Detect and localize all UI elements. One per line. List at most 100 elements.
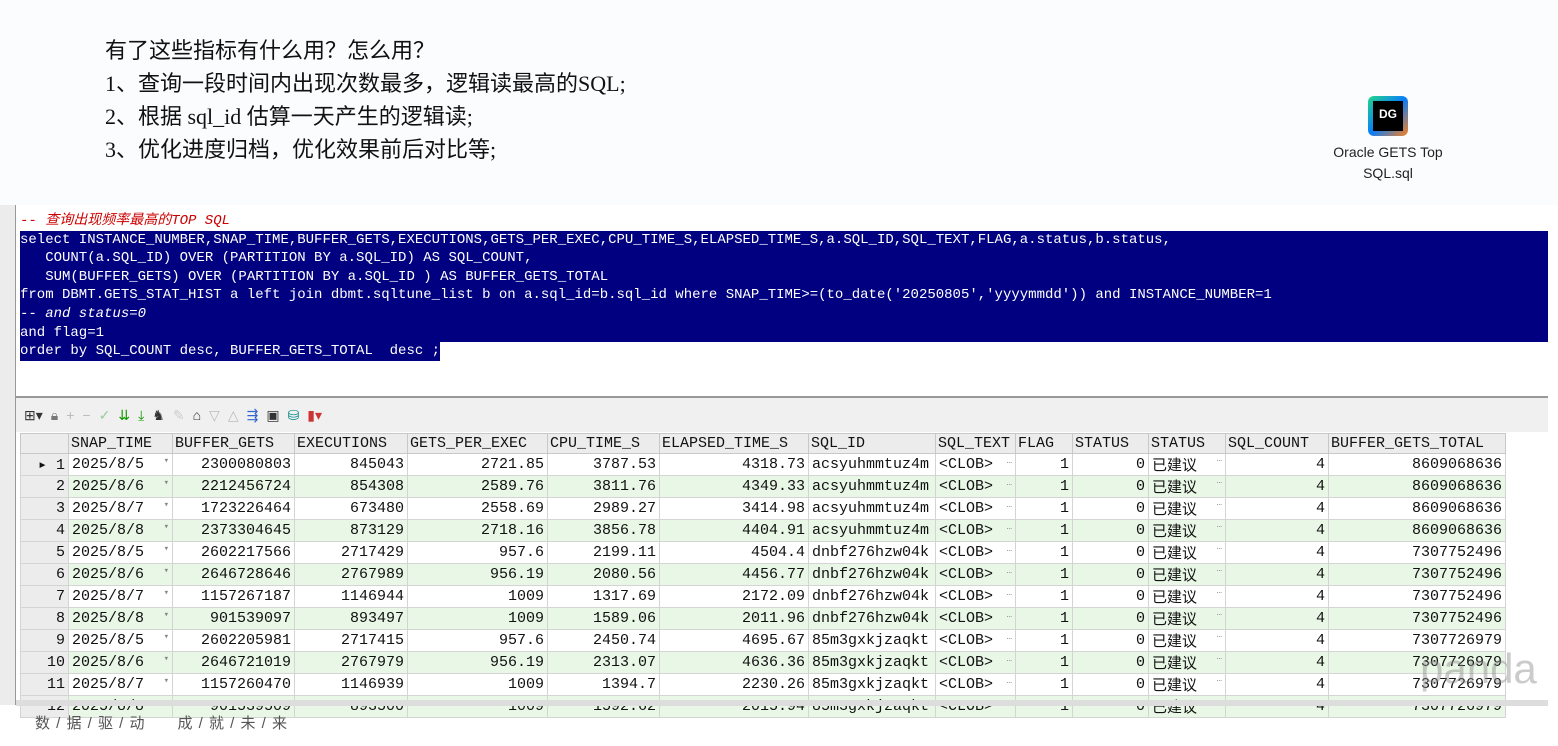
- row-number[interactable]: ▸ 1: [20, 453, 69, 476]
- cell[interactable]: 0: [1072, 453, 1149, 476]
- cell[interactable]: 957.6: [407, 541, 548, 564]
- cell[interactable]: 7307726979: [1328, 651, 1506, 674]
- column-header[interactable]: STATUS: [1072, 433, 1149, 454]
- cell[interactable]: 4: [1225, 475, 1329, 498]
- column-header[interactable]: CPU_TIME_S: [547, 433, 660, 454]
- cell[interactable]: 4636.36: [659, 651, 809, 674]
- sql-code[interactable]: -- 查询出现频率最高的TOP SQL select INSTANCE_NUMB…: [20, 212, 1548, 361]
- cell[interactable]: 2025/8/7 ▾: [68, 585, 173, 608]
- cell[interactable]: <CLOB>…: [935, 475, 1016, 498]
- ellipsis-icon[interactable]: …: [1006, 588, 1012, 598]
- cell[interactable]: 1009: [407, 585, 548, 608]
- ellipsis-icon[interactable]: …: [1216, 498, 1222, 508]
- ellipsis-icon[interactable]: …: [1006, 676, 1012, 686]
- cell[interactable]: 2025/8/7 ▾: [68, 673, 173, 696]
- table-row[interactable]: 9 2025/8/5 ▾ 2602205981 2717415 957.6 2450.74 4…: [20, 629, 1506, 652]
- cell[interactable]: 已建议…: [1148, 497, 1226, 520]
- cell[interactable]: 1: [1015, 651, 1073, 674]
- cell[interactable]: 854308: [294, 475, 408, 498]
- cell[interactable]: <CLOB>…: [935, 695, 1016, 718]
- cell[interactable]: <CLOB>…: [935, 541, 1016, 564]
- cell[interactable]: 2450.74: [547, 629, 660, 652]
- cell[interactable]: 2212456724: [172, 475, 295, 498]
- cell[interactable]: 3811.76: [547, 475, 660, 498]
- cell[interactable]: 1: [1015, 673, 1073, 696]
- cell[interactable]: 0: [1072, 673, 1149, 696]
- cell[interactable]: 1: [1015, 695, 1073, 718]
- cell[interactable]: 1: [1015, 497, 1073, 520]
- row-number[interactable]: 6: [20, 563, 69, 586]
- delete-row-icon[interactable]: −: [82, 407, 91, 423]
- cell[interactable]: 4: [1225, 651, 1329, 674]
- cell[interactable]: 2025/8/8 ▾: [68, 519, 173, 542]
- cell[interactable]: 4404.91: [659, 519, 809, 542]
- cell[interactable]: 2025/8/6 ▾: [68, 475, 173, 498]
- ellipsis-icon[interactable]: …: [1006, 456, 1012, 466]
- cell[interactable]: 2717429: [294, 541, 408, 564]
- table-row[interactable]: 3 2025/8/7 ▾ 1723226464 673480 2558.69 2989.27…: [20, 497, 1506, 520]
- cell[interactable]: 2313.07: [547, 651, 660, 674]
- cell[interactable]: 0: [1072, 541, 1149, 564]
- column-header[interactable]: ELAPSED_TIME_S: [659, 433, 809, 454]
- cell[interactable]: 4: [1225, 541, 1329, 564]
- cell[interactable]: 2602217566: [172, 541, 295, 564]
- cell[interactable]: <CLOB>…: [935, 563, 1016, 586]
- row-number[interactable]: 4: [20, 519, 69, 542]
- cell[interactable]: 1: [1015, 629, 1073, 652]
- cell[interactable]: 1157267187: [172, 585, 295, 608]
- ellipsis-icon[interactable]: …: [1006, 566, 1012, 576]
- cell[interactable]: 893500: [294, 695, 408, 718]
- cell[interactable]: 0: [1072, 475, 1149, 498]
- post-icon[interactable]: ✓: [98, 406, 111, 423]
- cell[interactable]: 2646721019: [172, 651, 295, 674]
- column-header[interactable]: FLAG: [1015, 433, 1073, 454]
- cell[interactable]: dnbf276hzw04k: [808, 541, 936, 564]
- table-row[interactable]: 11 2025/8/7 ▾ 1157260470 1146939 1009 1394.7 22…: [20, 673, 1506, 696]
- ellipsis-icon[interactable]: …: [1216, 652, 1222, 662]
- cell[interactable]: 已建议…: [1148, 673, 1226, 696]
- cell[interactable]: 已建议…: [1148, 541, 1226, 564]
- cell[interactable]: <CLOB>…: [935, 453, 1016, 476]
- date-picker-icon[interactable]: ▾: [163, 500, 169, 510]
- cell[interactable]: 已建议…: [1148, 453, 1226, 476]
- ellipsis-icon[interactable]: …: [1006, 632, 1012, 642]
- table-row[interactable]: 7 2025/8/7 ▾ 1157267187 1146944 1009 1317.69 21…: [20, 585, 1506, 608]
- cell[interactable]: 2767989: [294, 563, 408, 586]
- ellipsis-icon[interactable]: …: [1216, 520, 1222, 530]
- date-picker-icon[interactable]: ▾: [163, 522, 169, 532]
- cell[interactable]: 2011.96: [659, 607, 809, 630]
- table-row[interactable]: 5 2025/8/5 ▾ 2602217566 2717429 957.6 2199.11 4…: [20, 541, 1506, 564]
- row-number[interactable]: 3: [20, 497, 69, 520]
- cell[interactable]: 8609068636: [1328, 497, 1506, 520]
- date-picker-icon[interactable]: ▾: [163, 588, 169, 598]
- column-header[interactable]: SQL_TEXT: [935, 433, 1016, 454]
- column-header[interactable]: BUFFER_GETS_TOTAL: [1328, 433, 1506, 454]
- date-picker-icon[interactable]: ▾: [163, 654, 169, 664]
- cell[interactable]: 2015.94: [659, 695, 809, 718]
- column-header[interactable]: BUFFER_GETS: [172, 433, 295, 454]
- cell[interactable]: dnbf276hzw04k: [808, 585, 936, 608]
- cell[interactable]: 873129: [294, 519, 408, 542]
- cell[interactable]: 4: [1225, 629, 1329, 652]
- cell[interactable]: 2025/8/5 ▾: [68, 453, 173, 476]
- cell[interactable]: 7307752496: [1328, 607, 1506, 630]
- date-picker-icon[interactable]: ▾: [163, 632, 169, 642]
- row-number[interactable]: 5: [20, 541, 69, 564]
- cell[interactable]: 已建议…: [1148, 519, 1226, 542]
- date-picker-icon[interactable]: ▾: [163, 566, 169, 576]
- ellipsis-icon[interactable]: …: [1216, 564, 1222, 574]
- column-header[interactable]: SNAP_TIME: [68, 433, 173, 454]
- date-picker-icon[interactable]: ▾: [163, 610, 169, 620]
- row-number[interactable]: 7: [20, 585, 69, 608]
- table-row[interactable]: 2 2025/8/6 ▾ 2212456724 854308 2589.76 3811.76…: [20, 475, 1506, 498]
- cell[interactable]: 7307726979: [1328, 695, 1506, 718]
- date-picker-icon[interactable]: ▾: [163, 456, 169, 466]
- cell[interactable]: acsyuhmmtuz4m: [808, 475, 936, 498]
- row-number[interactable]: 2: [20, 475, 69, 498]
- cell[interactable]: 2025/8/6 ▾: [68, 651, 173, 674]
- cell[interactable]: 1394.7: [547, 673, 660, 696]
- cell[interactable]: 1: [1015, 541, 1073, 564]
- cell[interactable]: 2646728646: [172, 563, 295, 586]
- cell[interactable]: 1: [1015, 519, 1073, 542]
- database-icon[interactable]: ⛁: [287, 406, 300, 423]
